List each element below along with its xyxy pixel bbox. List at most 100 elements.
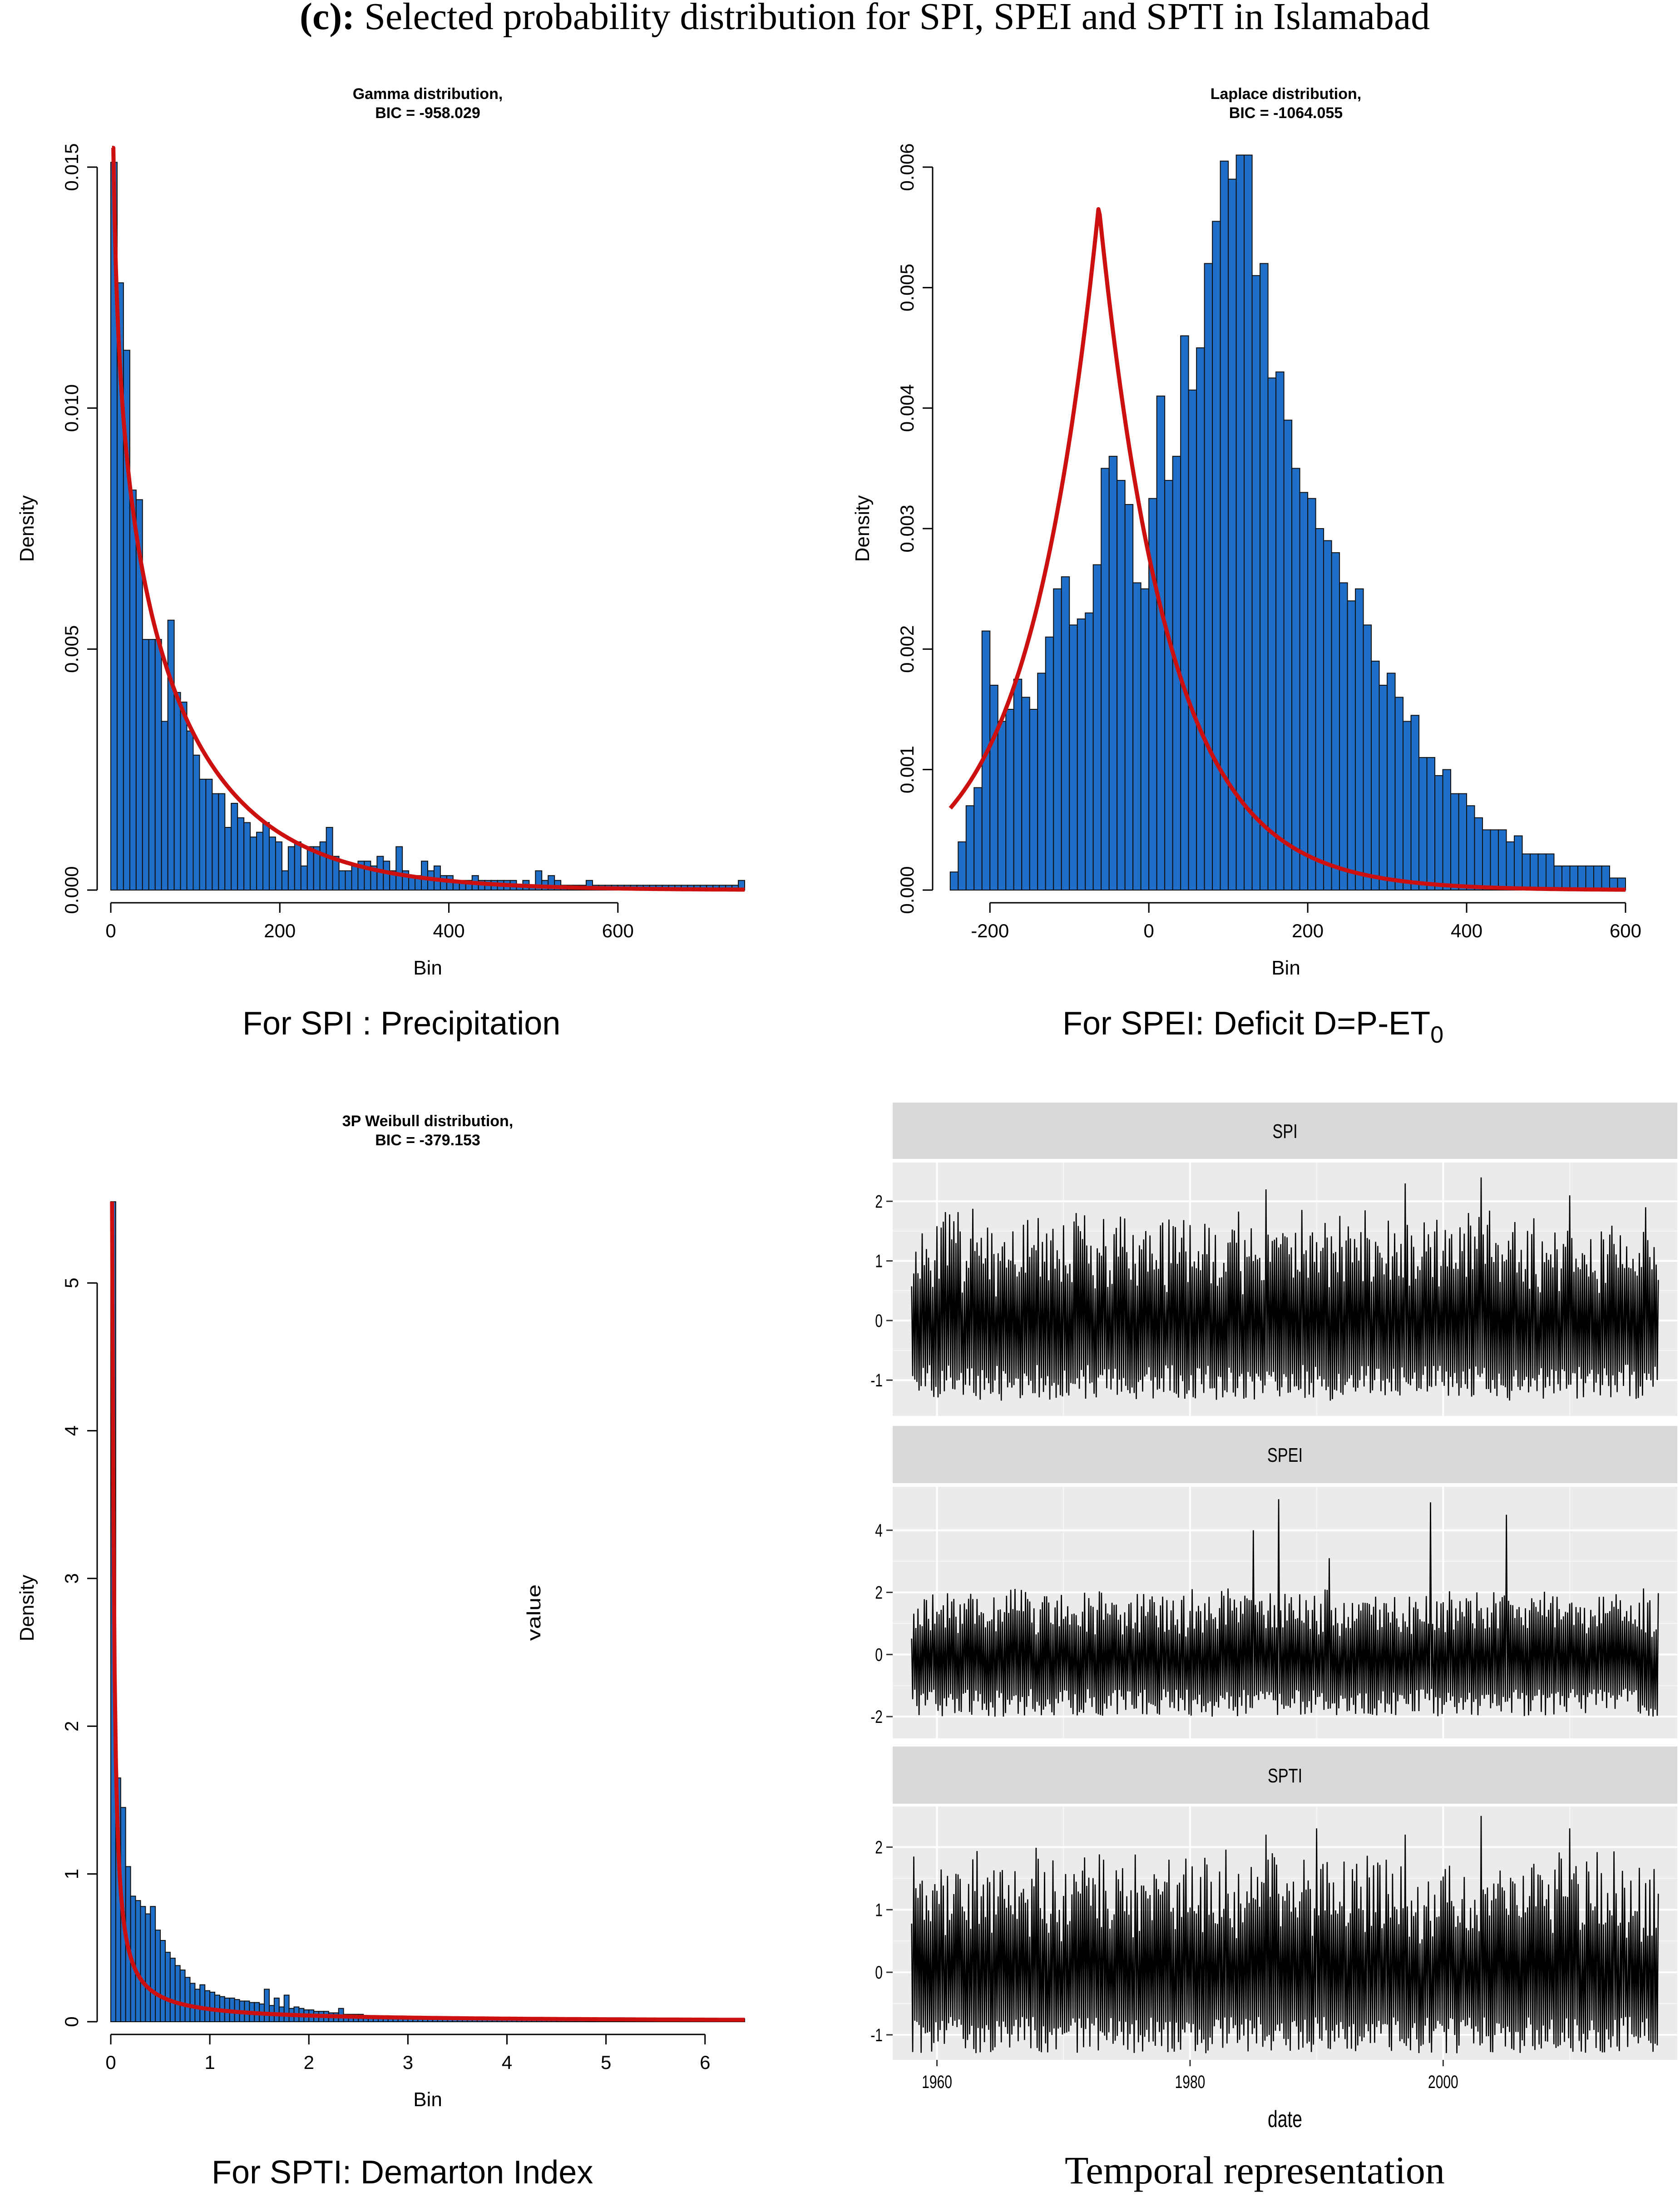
y-tick-label: 4 — [875, 1521, 883, 1541]
y-tick-label: 0 — [61, 2016, 82, 2027]
y-tick-label: 4 — [61, 1425, 82, 1436]
x-tick-label: 0 — [105, 2052, 116, 2073]
y-tick-label: 5 — [61, 1278, 82, 1288]
chart-subtitle: BIC = -958.029 — [375, 104, 480, 122]
y-tick-label: -2 — [870, 1707, 883, 1727]
y-axis-label: value — [523, 1584, 544, 1641]
x-tick-label: 4 — [502, 2052, 512, 2073]
histogram-bar — [205, 778, 213, 891]
y-tick-label: 0 — [875, 1963, 883, 1983]
histogram-bar — [1013, 678, 1023, 891]
histogram-bar — [1132, 582, 1141, 891]
histogram-bar — [1394, 697, 1404, 891]
y-axis-label: Density — [16, 1575, 38, 1642]
caption-spei: For SPEI: Deficit D=P-ET0 — [1062, 1005, 1443, 1048]
histogram-bar — [1291, 468, 1300, 891]
x-tick-label: 1960 — [922, 2072, 952, 2092]
histogram-bar — [1347, 600, 1356, 891]
histogram-bar — [1045, 636, 1054, 891]
histogram-bar — [1212, 221, 1221, 891]
x-tick-label: 600 — [602, 920, 634, 941]
facet-strip-label: SPTI — [1268, 1765, 1302, 1787]
spti-weibull-histogram: 3P Weibull distribution, BIC = -379.153 0 1… — [16, 1113, 746, 2111]
x-tick-label: 5 — [601, 2052, 611, 2073]
temporal-representation-chart: SPI -1 0 1 2 SPEI -2 0 2 4 SPTI -1 0 1 2 1960 1980 2000 da… — [523, 1103, 1677, 2132]
histogram-bar — [148, 639, 156, 891]
histogram-bar — [1387, 673, 1396, 891]
histogram-bar — [1244, 154, 1253, 891]
y-tick-label: 0.015 — [61, 143, 82, 191]
histogram-bar — [281, 870, 289, 891]
y-tick-label: 2 — [61, 1721, 82, 1732]
caption-spi: For SPI : Precipitation — [242, 1005, 560, 1042]
histogram-bar — [287, 846, 295, 891]
histogram-bar — [1315, 528, 1324, 891]
caption-spti: For SPTI: Demarton Index — [212, 2154, 593, 2191]
y-tick-label: 2 — [875, 1192, 883, 1212]
histogram-bar — [180, 702, 188, 891]
x-tick-label: 400 — [433, 920, 464, 941]
histogram-bar — [1117, 480, 1126, 891]
histogram-bar — [129, 490, 137, 891]
histogram-bar — [167, 619, 175, 891]
series-line-spi — [911, 1177, 1659, 1401]
histogram-bar — [193, 754, 200, 891]
histogram-bar — [1331, 552, 1340, 891]
chart-title: 3P Weibull distribution, — [342, 1113, 514, 1130]
histogram-bar — [1323, 540, 1332, 891]
x-tick-label: 3 — [403, 2052, 413, 2073]
facet-strip — [893, 1426, 1677, 1483]
caption-temporal: Temporal representation — [1065, 2148, 1445, 2192]
histogram-bar — [300, 865, 308, 891]
y-tick-label: 0 — [875, 1645, 883, 1665]
histogram-bar — [1546, 853, 1555, 891]
histogram-bar — [150, 1906, 156, 2022]
histogram-bar — [1490, 829, 1499, 891]
histogram-bar — [949, 871, 959, 891]
histogram-bar — [160, 1940, 166, 2023]
histogram-bar — [1299, 492, 1309, 891]
x-axis-label: date — [1268, 2105, 1302, 2132]
histogram-bar — [262, 822, 270, 891]
histogram-bar — [1514, 835, 1523, 891]
histogram-bar — [1410, 715, 1420, 891]
y-tick-label: 0.000 — [896, 866, 918, 914]
histogram-bar — [1283, 420, 1293, 891]
histogram-bar — [965, 805, 975, 891]
histogram-bar — [1037, 673, 1046, 891]
chart-title: Gamma distribution, — [353, 85, 503, 103]
histogram-bar — [179, 1969, 186, 2022]
histogram-bar — [345, 870, 352, 891]
histogram-bar — [989, 684, 998, 891]
histogram-bar — [189, 1983, 196, 2023]
figure-title: (c): Selected probability distribution f… — [300, 0, 1430, 38]
facet-strip — [893, 1747, 1677, 1804]
histogram-bar — [224, 827, 232, 891]
histogram-bar — [395, 846, 403, 891]
histogram-bar — [1164, 480, 1173, 891]
y-tick-label: 0.003 — [896, 505, 918, 552]
x-tick-label: 0 — [1143, 920, 1154, 941]
histogram-bar — [1307, 498, 1316, 891]
histogram-bar — [1403, 721, 1412, 891]
histogram-bar — [1585, 865, 1595, 891]
histogram-bar — [212, 793, 219, 891]
histogram-bar — [1124, 504, 1134, 891]
histogram-bar — [1140, 588, 1150, 891]
histogram-bar — [204, 1990, 211, 2022]
histogram-bar — [338, 870, 346, 891]
histogram-bar — [1426, 757, 1436, 891]
histogram-bar — [173, 692, 181, 891]
histogram-bar — [1092, 564, 1102, 891]
y-tick-label: 0 — [875, 1311, 883, 1331]
histogram-bar — [1561, 865, 1571, 891]
histogram-bar — [1021, 697, 1030, 891]
histogram-bar — [1005, 709, 1014, 891]
y-tick-label: 1 — [875, 1900, 883, 1920]
histogram-bar — [155, 1930, 161, 2023]
histogram-bar — [161, 721, 168, 891]
histogram-bar — [1180, 335, 1189, 891]
histogram-bar — [364, 861, 371, 891]
histogram-bar — [383, 861, 390, 891]
